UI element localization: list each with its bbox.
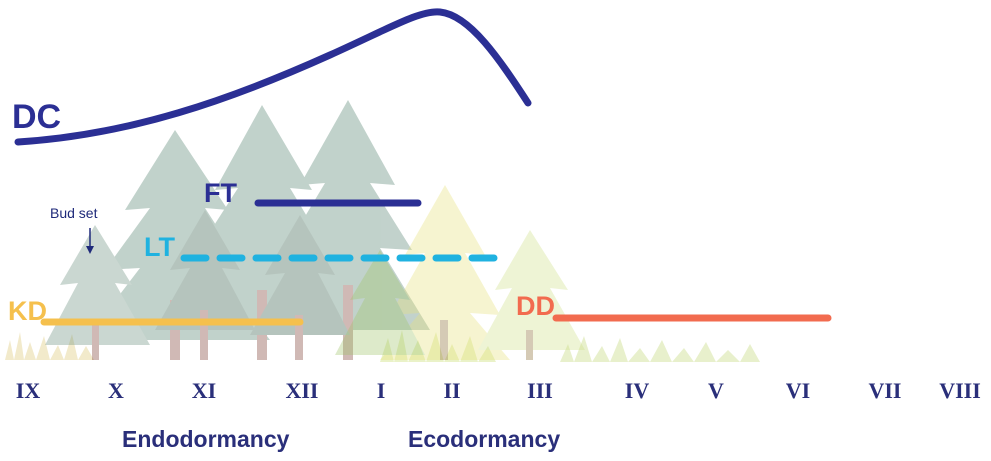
month-label: XI	[191, 378, 217, 403]
ft-label: FT	[204, 178, 237, 208]
grass-strip	[5, 330, 760, 362]
tree	[335, 250, 425, 355]
month-label: III	[527, 378, 553, 403]
bud-set-arrow	[86, 228, 94, 254]
tree	[85, 130, 270, 360]
kd-label: KD	[8, 296, 47, 326]
month-label: IX	[15, 378, 41, 403]
trees-group	[45, 100, 430, 360]
month-label: II	[443, 378, 461, 403]
month-label: VII	[868, 378, 902, 403]
tree	[250, 215, 350, 360]
ecodormancy-label: Ecodormancy	[408, 426, 561, 452]
month-label: IV	[624, 378, 650, 403]
dd-label: DD	[516, 291, 555, 321]
tree	[155, 210, 255, 360]
tree	[380, 185, 510, 360]
tree	[45, 225, 150, 360]
tree	[270, 100, 430, 360]
endodormancy-label: Endodormancy	[122, 426, 290, 452]
lt-label: LT	[144, 232, 175, 262]
month-label: X	[108, 378, 124, 403]
month-label: VI	[785, 378, 811, 403]
month-label: VIII	[939, 378, 981, 403]
month-label: XII	[285, 378, 319, 403]
bud-set-label: Bud set	[50, 205, 98, 221]
month-label: I	[376, 378, 386, 403]
month-label: V	[708, 378, 724, 403]
dc-curve	[14, 8, 532, 146]
dc-label: DC	[12, 98, 62, 136]
